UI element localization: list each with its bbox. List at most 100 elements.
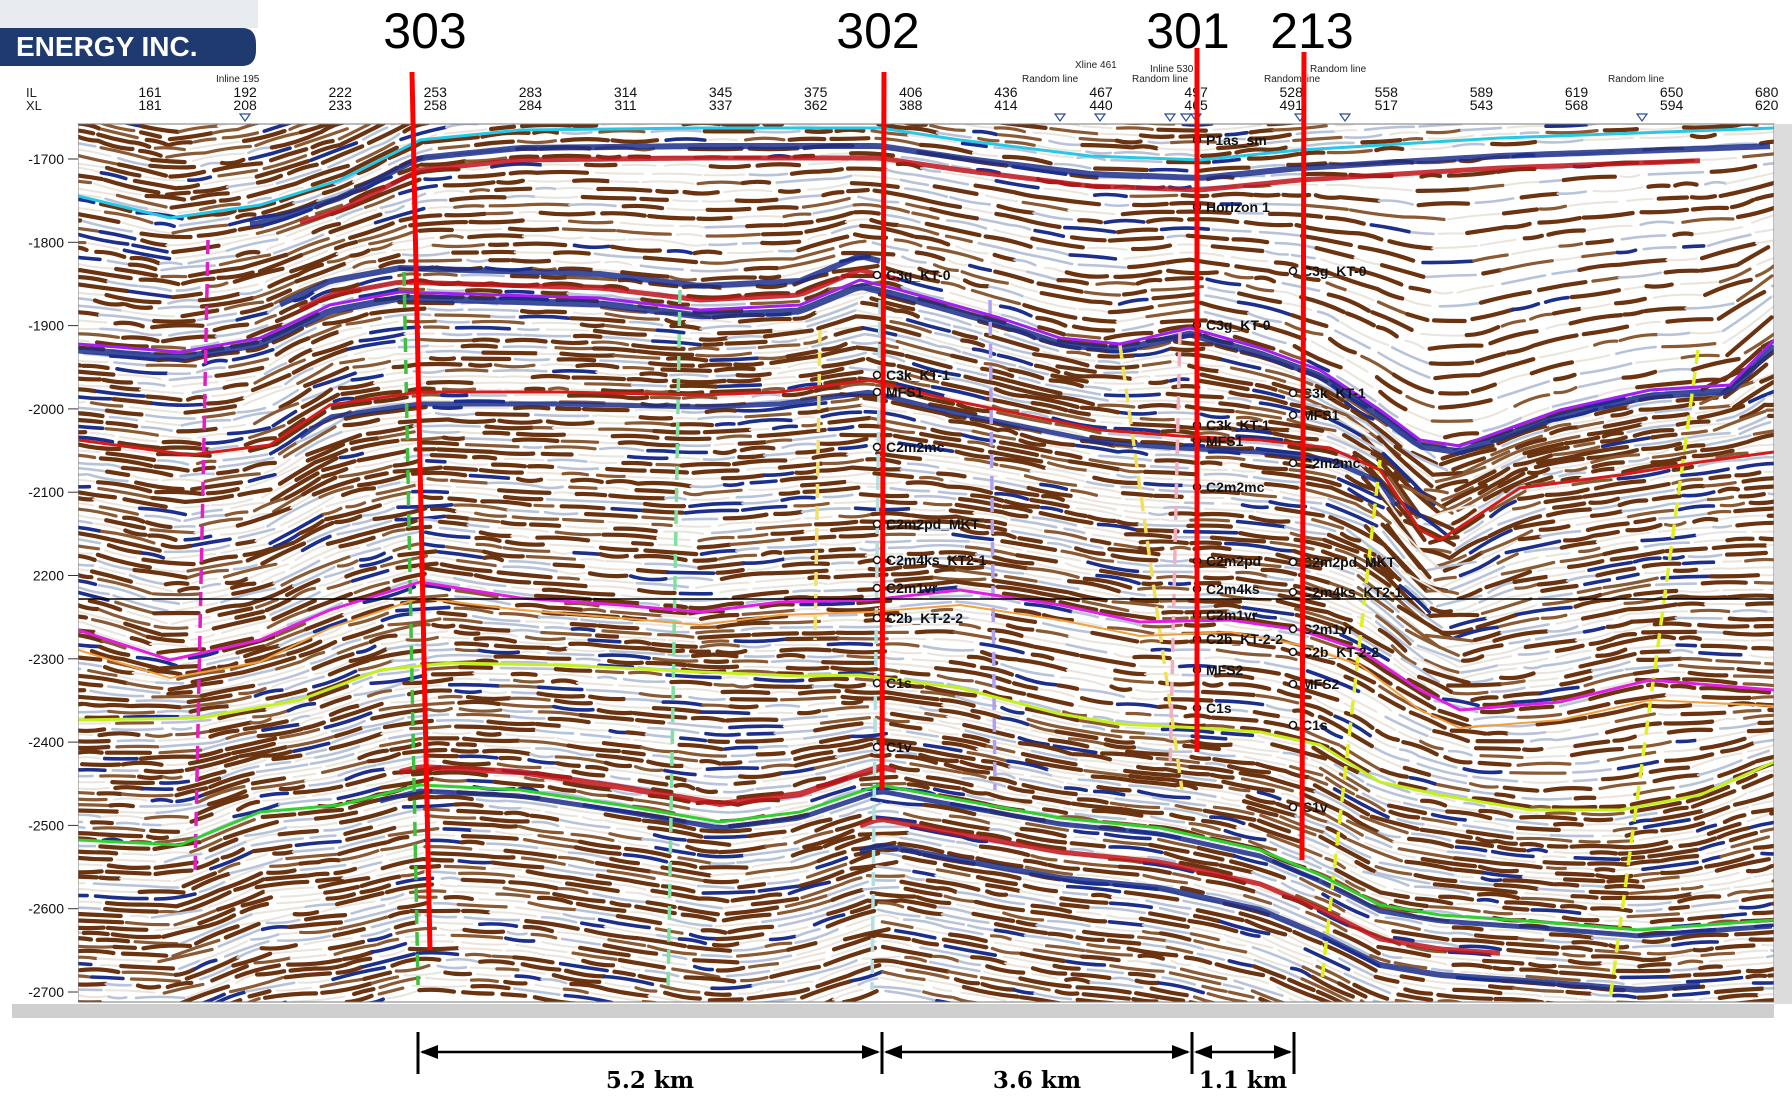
reflector-segment <box>1632 556 1662 564</box>
reflector-segment <box>715 373 739 378</box>
reflector-segment <box>1415 187 1470 194</box>
reflector-segment <box>1265 704 1294 712</box>
reflector-segment <box>753 677 805 683</box>
reflector-segment <box>377 481 401 489</box>
reflector-segment <box>1103 742 1137 750</box>
reflector-segment <box>1284 565 1311 573</box>
reflector-segment <box>1606 878 1640 884</box>
reflector-segment <box>509 715 546 720</box>
reflector-segment <box>1197 592 1221 597</box>
reflector-segment <box>466 585 487 591</box>
reflector-segment <box>394 684 442 692</box>
reflector-segment <box>78 148 112 158</box>
reflector-segment <box>1443 755 1473 765</box>
reflector-segment <box>553 667 593 673</box>
reflector-segment <box>655 537 691 542</box>
reflector-segment <box>1677 504 1716 512</box>
reflector-segment <box>1377 627 1408 653</box>
reflector-segment <box>274 326 317 350</box>
trace-marker-icon <box>238 113 252 123</box>
reflector-segment <box>857 423 883 429</box>
reflector-segment <box>100 127 139 140</box>
reflector-segment <box>571 769 606 778</box>
reflector-segment <box>1359 124 1374 125</box>
reflector-segment <box>1687 670 1729 678</box>
reflector-segment <box>664 317 687 325</box>
reflector-segment <box>1504 113 1555 115</box>
reflector-segment <box>1612 826 1638 833</box>
reflector-segment <box>1363 125 1416 132</box>
reflector-segment <box>1680 467 1730 478</box>
reflector-segment <box>1712 409 1767 432</box>
reflector-segment <box>1031 714 1080 727</box>
reflector-segment <box>121 657 161 671</box>
reflector-segment <box>1701 113 1740 115</box>
reflector-segment <box>78 453 97 460</box>
reflector-segment <box>176 776 222 792</box>
reflector-segment <box>1328 100 1347 101</box>
reflector-segment <box>1538 204 1568 211</box>
reflector-segment <box>1694 120 1712 121</box>
reflector-segment <box>690 331 712 335</box>
reflector-segment <box>306 523 351 543</box>
reflector-segment <box>1294 814 1327 829</box>
reflector-segment <box>227 702 270 713</box>
reflector-segment <box>972 512 1009 520</box>
reflector-segment <box>663 768 697 777</box>
reflector-segment <box>644 389 670 394</box>
reflector-segment <box>1177 243 1208 247</box>
reflector-segment <box>278 299 308 315</box>
reflector-segment <box>797 67 815 68</box>
xl-tick-label: 233 <box>329 97 353 113</box>
reflector-segment <box>1402 136 1424 142</box>
reflector-segment <box>899 609 932 614</box>
reflector-segment <box>1067 590 1108 603</box>
reflector-segment <box>1636 731 1664 737</box>
reflector-segment <box>1246 312 1283 324</box>
reflector-segment <box>597 675 618 681</box>
reflector-segment <box>261 570 286 583</box>
reflector-segment <box>816 465 853 473</box>
reflector-segment <box>217 456 275 469</box>
reflector-segment <box>954 502 1004 515</box>
reflector-segment <box>528 82 557 83</box>
reflector-segment <box>1252 192 1281 198</box>
reflector-segment <box>276 455 305 475</box>
reflector-segment <box>171 381 219 388</box>
reflector-segment <box>1226 558 1282 569</box>
reflector-segment <box>646 442 680 448</box>
reflector-segment <box>596 708 634 716</box>
reflector-segment <box>488 203 530 208</box>
reflector-segment <box>815 765 846 776</box>
reflector-segment <box>876 726 902 732</box>
reflector-segment <box>1581 811 1625 817</box>
reflector-segment <box>783 548 825 555</box>
reflector-segment <box>498 611 541 619</box>
reflector-segment <box>187 265 243 279</box>
reflector-segment <box>301 650 326 663</box>
company-logo: ENERGY INC. <box>0 0 258 66</box>
reflector-segment <box>1315 572 1353 587</box>
reflector-segment <box>896 376 931 388</box>
reflector-segment <box>131 671 170 682</box>
reflector-segment <box>1221 582 1249 587</box>
reflector-segment <box>1430 774 1467 785</box>
reflector-segment <box>1003 499 1041 509</box>
reflector-segment <box>688 42 722 43</box>
reflector-segment <box>1079 688 1126 699</box>
reflector-segment <box>253 688 284 698</box>
reflector-segment <box>1230 738 1265 744</box>
reflector-segment <box>271 326 305 345</box>
reflector-segment <box>118 435 158 443</box>
reflector-segment <box>1651 412 1690 420</box>
reflector-segment <box>780 715 829 722</box>
reflector-segment <box>556 186 594 190</box>
reflector-segment <box>794 607 821 612</box>
reflector-segment <box>1260 567 1298 577</box>
reflector-segment <box>937 345 962 353</box>
reflector-segment <box>929 207 980 221</box>
reflector-segment <box>1000 662 1055 677</box>
reflector-segment <box>1435 554 1467 568</box>
reflector-segment <box>1019 432 1076 448</box>
reflector-segment <box>1726 593 1774 600</box>
